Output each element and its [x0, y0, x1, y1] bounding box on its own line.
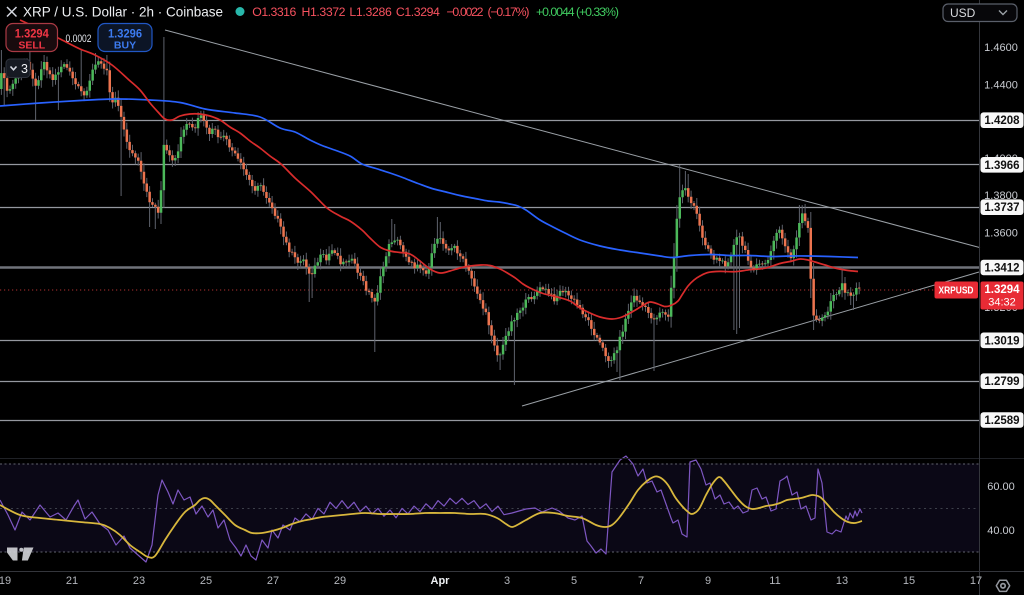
svg-text:1.3800: 1.3800 — [984, 190, 1018, 202]
svg-text:19: 19 — [0, 575, 11, 587]
svg-text:SELL: SELL — [18, 40, 45, 52]
svg-text:1.4600: 1.4600 — [984, 42, 1018, 54]
svg-text:Apr: Apr — [431, 575, 451, 587]
svg-text:29: 29 — [334, 575, 346, 587]
svg-text:1.3294: 1.3294 — [984, 284, 1020, 296]
svg-text:1.4208: 1.4208 — [984, 115, 1020, 127]
svg-text:XRPUSD: XRPUSD — [939, 285, 974, 297]
svg-text:1.3294: 1.3294 — [15, 27, 49, 41]
svg-text:3: 3 — [21, 62, 28, 76]
svg-text:1.3019: 1.3019 — [984, 335, 1019, 347]
svg-text:+0.0044 (+0.33%): +0.0044 (+0.33%) — [536, 5, 619, 19]
svg-text:15: 15 — [903, 575, 915, 587]
svg-text:3: 3 — [504, 575, 510, 587]
svg-text:H1.3372: H1.3372 — [302, 5, 346, 19]
svg-text:XRP / U.S. Dollar · 2h · Coinb: XRP / U.S. Dollar · 2h · Coinbase — [23, 4, 223, 20]
svg-text:25: 25 — [200, 575, 212, 587]
svg-text:23: 23 — [133, 575, 145, 587]
svg-text:1.3600: 1.3600 — [984, 228, 1018, 240]
svg-text:13: 13 — [836, 575, 848, 587]
svg-text:1.3737: 1.3737 — [984, 202, 1019, 214]
svg-text:11: 11 — [769, 575, 780, 587]
svg-text:USD: USD — [950, 6, 976, 20]
svg-text:40.00: 40.00 — [987, 525, 1015, 537]
svg-text:0.0002: 0.0002 — [66, 33, 92, 45]
svg-text:−0.0022: −0.0022 — [447, 5, 484, 19]
svg-text:17: 17 — [970, 575, 982, 587]
svg-text:1.3412: 1.3412 — [984, 263, 1019, 275]
svg-text:1.3296: 1.3296 — [108, 27, 142, 41]
svg-text:(−0.17%): (−0.17%) — [488, 5, 530, 19]
svg-text:1.2589: 1.2589 — [984, 415, 1019, 427]
svg-text:O1.3316: O1.3316 — [252, 5, 296, 19]
svg-text:BUY: BUY — [114, 40, 136, 52]
svg-text:21: 21 — [66, 575, 78, 587]
svg-text:60.00: 60.00 — [987, 481, 1015, 493]
svg-text:27: 27 — [267, 575, 279, 587]
svg-text:C1.3294: C1.3294 — [396, 5, 440, 19]
svg-text:5: 5 — [571, 575, 577, 587]
svg-text:7: 7 — [638, 575, 644, 587]
svg-text:1.3966: 1.3966 — [984, 160, 1019, 172]
svg-text:1.4400: 1.4400 — [984, 80, 1018, 92]
svg-text:9: 9 — [705, 575, 711, 587]
svg-text:1.2799: 1.2799 — [984, 376, 1019, 388]
svg-text:L1.3286: L1.3286 — [349, 5, 392, 19]
svg-text:34:32: 34:32 — [988, 297, 1016, 309]
